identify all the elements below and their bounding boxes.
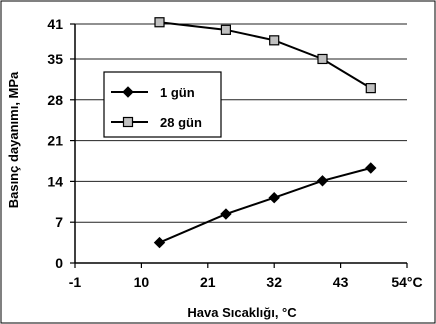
- legend-label-2: 28 gün: [160, 115, 202, 130]
- y-tick-label-6: 41: [47, 16, 63, 32]
- data-point-s1-1: [153, 236, 166, 249]
- data-point-s2-5: [365, 83, 376, 94]
- axes: [70, 23, 408, 268]
- x-tick-label-2: 21: [200, 274, 216, 290]
- series-group: [153, 17, 377, 249]
- legend: 1 gün 28 gün: [103, 71, 222, 138]
- data-point-s2-3: [269, 35, 280, 46]
- legend-marker-2: [122, 116, 134, 128]
- y-tick-labels: 0 7 14 21 28 35 41: [47, 16, 63, 271]
- x-tick-labels: -1 10 21 32 43 54°C: [69, 274, 423, 290]
- x-tick-label-3: 32: [266, 274, 282, 290]
- y-tick-label-3: 21: [47, 133, 63, 149]
- x-tick-label-1: 10: [134, 274, 150, 290]
- data-point-s1-3: [268, 192, 280, 204]
- data-point-s1-2: [220, 208, 232, 220]
- legend-marker-1: [122, 86, 134, 98]
- y-tick-label-1: 7: [55, 214, 63, 230]
- legend-label-1: 1 gün: [160, 85, 195, 100]
- y-tick-label-2: 14: [47, 173, 63, 189]
- series-1: [153, 162, 377, 249]
- y-tick-label-4: 28: [47, 92, 63, 108]
- data-point-s2-2: [220, 24, 232, 35]
- x-axis-title: Hava Sıcaklığı, °C: [187, 305, 297, 320]
- y-tick-label-5: 35: [47, 51, 63, 67]
- y-axis-title: Basınç dayanımı, MPa: [6, 71, 21, 208]
- y-tick-label-0: 0: [55, 255, 63, 271]
- x-tick-label-4: 43: [333, 274, 349, 290]
- data-point-s2-1: [154, 17, 165, 28]
- x-tick-label-5: 54°C: [391, 274, 422, 290]
- series-2: [154, 17, 376, 94]
- x-tick-label-0: -1: [69, 274, 82, 290]
- data-point-s1-5: [365, 162, 377, 174]
- data-point-s2-4: [317, 53, 328, 65]
- data-point-s1-4: [316, 175, 329, 187]
